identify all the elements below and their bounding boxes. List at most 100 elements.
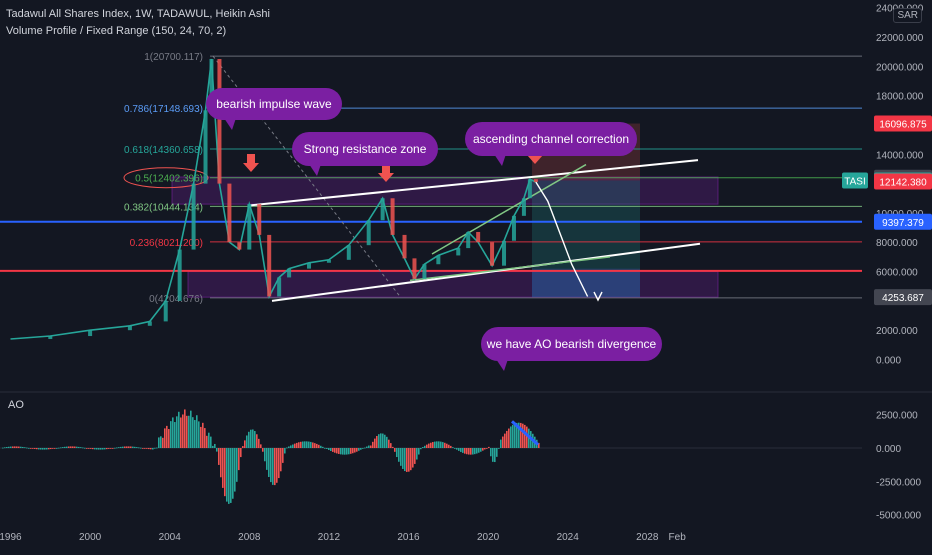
ao-bar [60, 447, 62, 449]
price-candle [326, 259, 331, 263]
ao-bar [352, 448, 354, 454]
price-candle [257, 204, 262, 235]
ao-bar [268, 448, 270, 477]
ao-bar [538, 442, 540, 448]
ao-bar [518, 422, 520, 448]
price-label: 16096.875 [874, 115, 932, 132]
ao-y-tick-label: 0.000 [876, 444, 901, 455]
price-candle [88, 330, 93, 337]
price-label-bg [874, 173, 932, 190]
ao-bar [244, 440, 246, 448]
ao-bar [72, 446, 74, 448]
ao-bar [520, 422, 522, 448]
ao-bar [82, 447, 84, 449]
ao-bar [308, 441, 310, 448]
ao-bar [156, 447, 158, 449]
ao-bar [272, 448, 274, 485]
ao-bar [424, 445, 426, 448]
ao-bar [92, 448, 94, 450]
ao-bar [254, 431, 256, 448]
ao-bar [500, 439, 502, 448]
annotation-bearish-impulse-tail [224, 118, 236, 130]
annotation-bearish-impulse: bearish impulse wave [206, 88, 342, 130]
price-candle [380, 198, 385, 221]
ao-bar [332, 448, 334, 452]
price-candle [237, 242, 242, 250]
ao-bar [288, 446, 290, 448]
ao-bar [502, 436, 504, 448]
ao-bar [138, 447, 140, 449]
ao-y-tick-label: 2500.000 [876, 411, 918, 422]
ao-bar [264, 448, 266, 462]
ao-bar [434, 441, 436, 448]
y-tick-label: 8000.000 [876, 238, 918, 249]
ao-title: AO [8, 399, 24, 411]
price-candle [533, 179, 538, 183]
ao-bar [346, 448, 348, 455]
price-label-text: 4253.687 [882, 293, 924, 304]
ao-bar [224, 448, 226, 497]
projection-path [535, 181, 589, 297]
ao-bar [120, 446, 122, 448]
ao-bar [38, 448, 40, 450]
indicator-title: Volume Profile / Fixed Range (150, 24, 7… [6, 25, 227, 37]
ao-bar [494, 448, 496, 463]
ao-bar [526, 426, 528, 448]
price-candle [307, 262, 311, 269]
ao-bar [110, 448, 112, 449]
annotation-ao-divergence-text: we have AO bearish divergence [486, 337, 657, 351]
ao-bar [430, 442, 432, 448]
ao-bar [148, 448, 150, 450]
ao-bar [218, 448, 220, 465]
ao-bar [396, 448, 398, 458]
price-label: 12142.380 [874, 173, 932, 190]
ao-bar [324, 447, 326, 449]
ao-bar [146, 448, 148, 449]
ao-bar [68, 446, 70, 448]
ao-bar [510, 426, 512, 448]
ao-bar [312, 442, 314, 448]
price-candle [267, 234, 272, 297]
ao-bar [94, 448, 96, 450]
inner-channel-upper [431, 163, 587, 255]
ao-bar [44, 448, 46, 450]
ao-bar [16, 446, 18, 448]
ao-bar [492, 448, 494, 462]
ao-bar [142, 448, 144, 449]
price-candle [277, 277, 282, 297]
ao-bar [158, 437, 160, 448]
ao-bar [258, 438, 260, 448]
ao-bar [160, 436, 162, 448]
ao-bar [4, 447, 6, 449]
x-tick-label: Feb [669, 532, 687, 543]
ao-bar [436, 441, 438, 448]
annotation-channel-correction-text: ascending channel correction [473, 132, 629, 146]
ao-bar [314, 443, 316, 448]
ao-bar [222, 448, 224, 488]
currency-badge[interactable]: SAR [893, 8, 922, 23]
price-label-text: 9397.379 [882, 218, 924, 229]
ao-bar [76, 446, 78, 448]
ao-bar [342, 448, 344, 455]
ao-bar [8, 446, 10, 448]
ao-bar [144, 448, 146, 449]
price-label-text: 12142.380 [879, 178, 927, 189]
ao-bar [180, 417, 182, 448]
ao-bar [86, 448, 88, 449]
ao-bar [104, 448, 106, 450]
ao-bar [454, 448, 456, 449]
ao-bar [230, 448, 232, 503]
ao-bar [96, 448, 98, 450]
x-tick-label: 2020 [477, 532, 500, 543]
ao-bar [366, 446, 368, 448]
ao-bar [214, 443, 216, 448]
ao-bar [522, 423, 524, 448]
ao-bar [166, 425, 168, 448]
ao-bar [266, 448, 268, 470]
ao-bar [380, 433, 382, 448]
ao-bar [318, 444, 320, 448]
price-candle [527, 179, 532, 199]
resistance-zone [171, 176, 719, 205]
